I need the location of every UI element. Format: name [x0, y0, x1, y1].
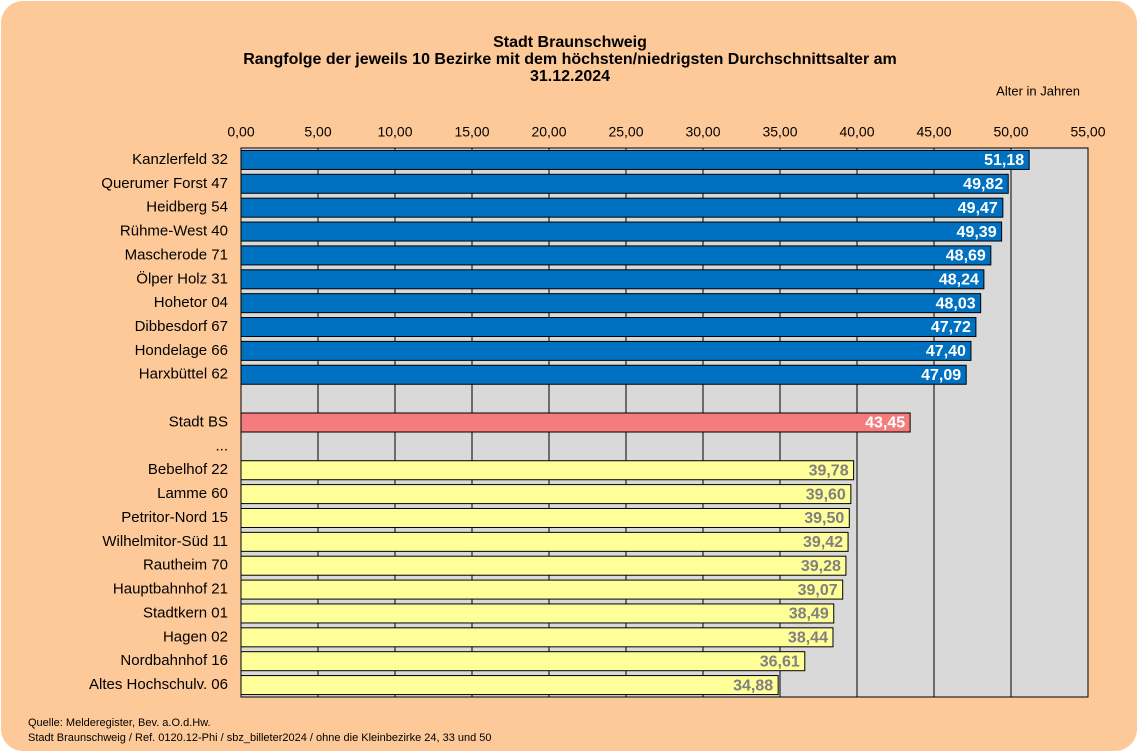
x-tick-label: 5,00 [304, 124, 331, 140]
bar [240, 579, 844, 600]
y-tick-label: Hagen 02 [163, 628, 228, 645]
value-label: 48,03 [936, 295, 976, 312]
x-tick-label: 15,00 [454, 124, 489, 140]
value-label: 47,09 [921, 367, 961, 384]
bar [240, 245, 992, 266]
bar [240, 460, 855, 481]
value-label: 38,44 [788, 630, 828, 647]
chart-subtitle: 31.12.2024 [530, 68, 610, 85]
y-tick-label: Lamme 60 [157, 485, 228, 502]
bar [240, 293, 982, 314]
bar [240, 340, 972, 361]
y-tick-label: Querumer Forst 47 [101, 175, 228, 192]
value-label: 34,88 [733, 677, 773, 694]
y-tick-label: Hohetor 04 [154, 294, 228, 311]
value-label: 47,40 [926, 343, 966, 360]
value-label: 39,60 [806, 486, 846, 503]
y-tick-label: Hondelage 66 [135, 342, 228, 359]
value-label: 49,47 [958, 200, 998, 217]
value-label: 47,72 [931, 319, 971, 336]
x-tick-label: 0,00 [227, 124, 254, 140]
bar [240, 364, 967, 385]
bar [240, 149, 1030, 170]
y-tick-label: Stadt BS [169, 413, 228, 430]
chart-title: Stadt Braunschweig [493, 34, 647, 51]
bar [240, 484, 852, 505]
bar [240, 555, 847, 576]
y-tick-label: Rautheim 70 [143, 557, 228, 574]
bar [240, 507, 850, 528]
y-tick-label: Dibbesdorf 67 [135, 318, 228, 335]
y-tick-label: Ölper Holz 31 [136, 269, 228, 287]
x-tick-label: 20,00 [531, 124, 566, 140]
bar [240, 675, 779, 696]
bar [240, 269, 985, 290]
x-tick-label: 45,00 [916, 124, 951, 140]
value-label: 39,07 [798, 582, 838, 599]
value-label: 48,24 [939, 272, 979, 289]
x-tick-label: 40,00 [839, 124, 874, 140]
value-label: 39,28 [801, 558, 841, 575]
y-tick-label: Nordbahnhof 16 [120, 652, 228, 669]
bar [240, 627, 834, 648]
y-tick-label: Petritor-Nord 15 [121, 509, 228, 526]
y-tick-label: Stadtkern 01 [143, 604, 228, 621]
footnote: Quelle: Melderegister, Bev. a.O.d.Hw. [28, 717, 211, 729]
value-label: 49,39 [957, 224, 997, 241]
value-label: 48,69 [946, 248, 986, 265]
y-tick-label: Wilhelmitor-Süd 11 [102, 533, 228, 550]
y-tick-label: ... [215, 437, 228, 454]
value-label: 49,82 [963, 176, 1003, 193]
x-tick-label: 10,00 [377, 124, 412, 140]
x-tick-label: 30,00 [685, 124, 720, 140]
y-tick-label: Bebelhof 22 [148, 461, 228, 478]
y-tick-label: Rühme-West 40 [120, 223, 228, 240]
value-label: 43,45 [865, 415, 905, 432]
axis-label: Alter in Jahren [996, 83, 1080, 98]
y-tick-label: Hauptbahnhof 21 [113, 581, 228, 598]
value-label: 39,78 [809, 462, 849, 479]
bar [240, 531, 849, 552]
value-label: 39,50 [804, 510, 844, 527]
bar [240, 603, 835, 624]
bar [240, 173, 1009, 194]
x-tick-label: 25,00 [608, 124, 643, 140]
footnote: Stadt Braunschweig / Ref. 0120.12-Phi / … [28, 732, 492, 744]
y-tick-label: Kanzlerfeld 32 [132, 151, 228, 168]
value-label: 36,61 [760, 653, 800, 670]
y-tick-label: Heidberg 54 [146, 199, 228, 216]
x-tick-label: 50,00 [993, 124, 1028, 140]
bar [240, 651, 806, 672]
bar [240, 221, 1003, 242]
value-label: 38,49 [789, 606, 829, 623]
chart-subtitle: Rangfolge der jeweils 10 Bezirke mit dem… [243, 51, 897, 68]
value-label: 39,42 [803, 534, 843, 551]
x-tick-label: 55,00 [1070, 124, 1105, 140]
value-label: 51,18 [984, 152, 1024, 169]
bar [240, 197, 1004, 218]
y-tick-label: Harxbüttel 62 [139, 366, 228, 383]
bar [240, 317, 977, 338]
y-tick-label: Mascherode 71 [125, 246, 228, 263]
x-tick-label: 35,00 [762, 124, 797, 140]
bar [240, 412, 911, 433]
y-tick-label: Altes Hochschulv. 06 [89, 676, 228, 693]
